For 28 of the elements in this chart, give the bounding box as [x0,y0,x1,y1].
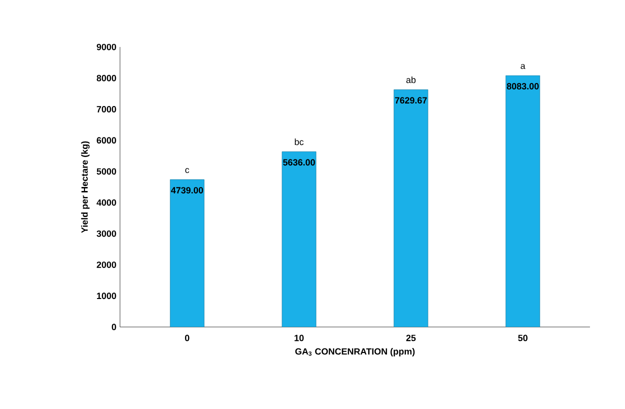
data-label: 4739.00 [171,187,204,194]
x-tick-label: 10 [294,334,304,342]
x-tick-label: 50 [518,334,528,342]
annotation: bc [294,138,304,146]
y-tick-label: 8000 [96,74,116,82]
y-tick-label: 1000 [97,292,116,300]
y-tick-label: 9000 [96,44,116,50]
y-tick-label: 0 [112,324,116,330]
y-tick-label: 6000 [96,137,116,144]
bar [506,75,540,327]
x-tick-label: 0 [185,334,190,342]
annotation: ab [406,76,416,84]
annotation: c [185,168,190,174]
data-label: 5636.00 [283,159,315,166]
y-tick-label: 4000 [96,199,116,206]
y-tick-label: 7000 [96,106,116,112]
data-label: 8083.00 [506,83,539,90]
bar [282,151,316,327]
y-axis-title: Yield per Hectare (kg) [81,141,90,233]
y-tick-label: 2000 [96,262,116,268]
bar [394,89,428,327]
y-tick-label: 3000 [96,230,116,237]
x-axis-title: GA$_{3}$ CONCENRATION (ppm) [295,348,415,356]
x-tick-label: 25 [406,334,416,342]
bar [170,179,204,327]
y-tick-label: 5000 [96,168,116,175]
data-label: 7629.67 [395,97,427,104]
annotation: a [520,64,526,70]
